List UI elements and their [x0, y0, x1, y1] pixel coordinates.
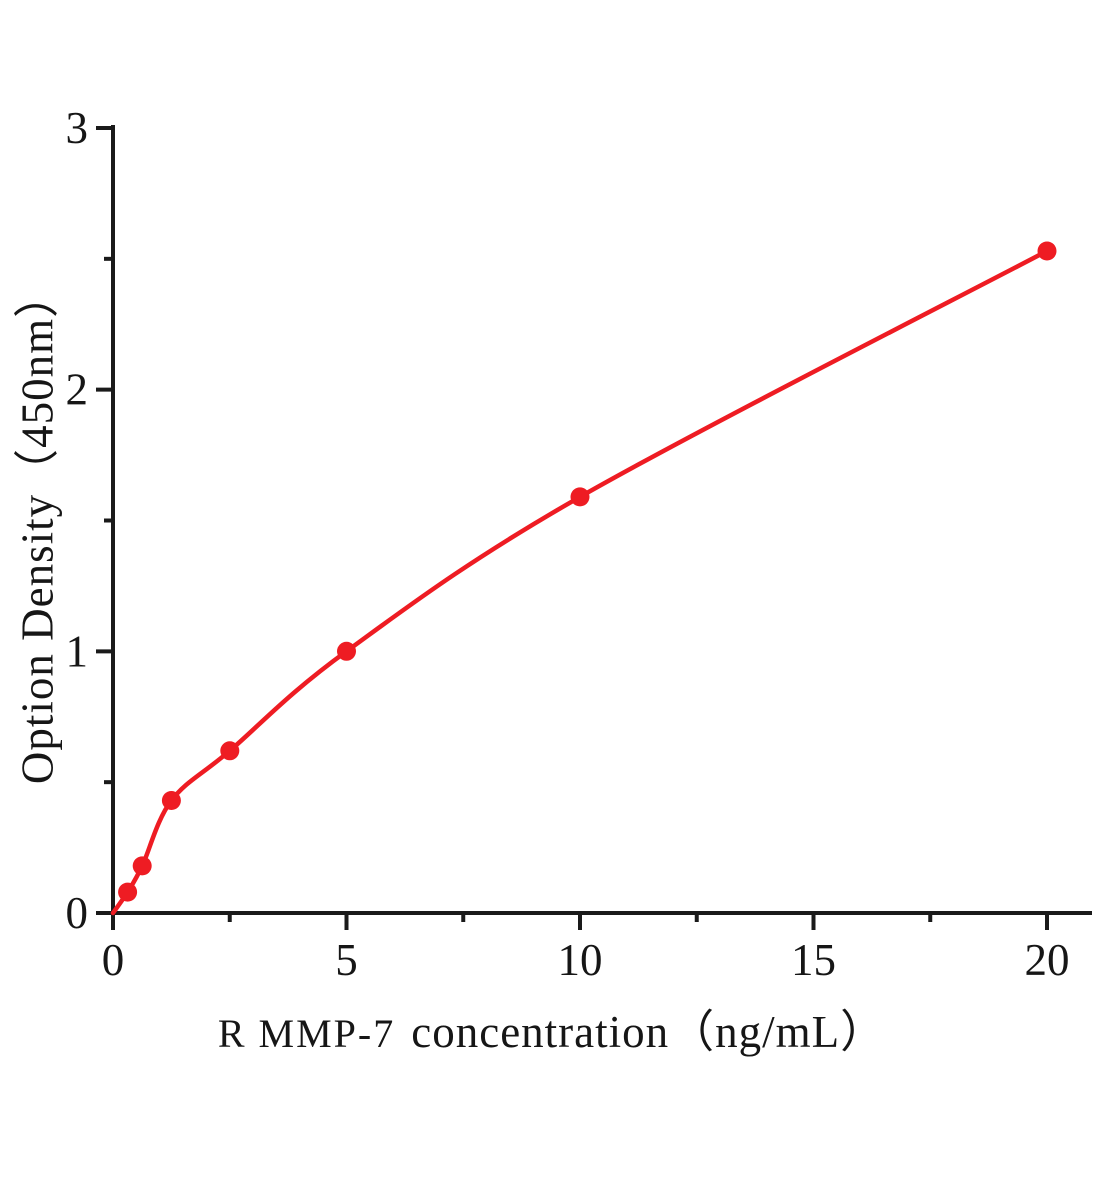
x-axis-title-main: concentration（ng/mL） — [411, 1007, 887, 1057]
x-tick-label: 20 — [1025, 935, 1070, 985]
x-tick-label: 10 — [558, 935, 603, 985]
x-tick-label: 5 — [335, 935, 358, 985]
data-point-marker — [1037, 241, 1057, 261]
y-tick-label: 3 — [66, 103, 89, 153]
y-tick-label: 2 — [66, 365, 89, 415]
x-axis-title: R MMP-7 concentration（ng/mL） — [0, 995, 1104, 1060]
y-tick-label: 1 — [66, 626, 89, 676]
x-tick-label: 15 — [791, 935, 836, 985]
data-point-marker — [161, 791, 181, 810]
data-point-marker — [132, 856, 152, 876]
y-tick-label: 0 — [66, 888, 89, 938]
data-point-marker — [337, 641, 356, 661]
standard-curve-line — [110, 248, 1050, 916]
data-point-marker — [570, 487, 590, 507]
data-point-marker — [118, 882, 138, 902]
x-axis-title-prefix: R MMP-7 — [217, 1011, 396, 1056]
y-axis-title-text: Option Density（450nm） — [12, 271, 63, 785]
x-tick-label: 0 — [102, 935, 125, 985]
data-point-marker — [220, 741, 240, 761]
